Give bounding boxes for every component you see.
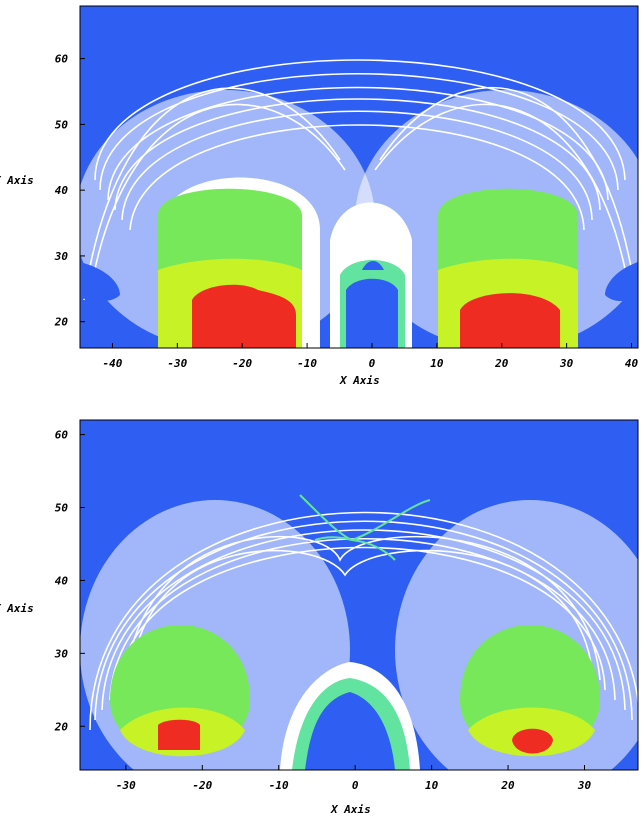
- plot-frame: [79, 419, 639, 771]
- x-axis-label: X Axis: [330, 803, 371, 816]
- x-tick-label: 0: [369, 357, 376, 370]
- x-tick-label: -30: [116, 779, 136, 792]
- y-tick-label: 40: [55, 574, 69, 587]
- y-tick-labels: 20 30 40 50 60: [54, 429, 85, 733]
- x-tick-labels: -40 -30 -20 -10 0 10 20 30 40: [103, 343, 639, 370]
- x-tick-label: 20: [494, 357, 509, 370]
- bottom-central-region: [280, 662, 420, 770]
- x-tick-label: 30: [577, 779, 592, 792]
- x-point: [299, 494, 431, 561]
- x-tick-label: 10: [430, 357, 444, 370]
- y-tick-label: 50: [55, 502, 69, 515]
- y-tick-label: 60: [55, 53, 69, 66]
- y-axis-label: Y Axis: [0, 174, 34, 187]
- x-tick-label: 20: [500, 779, 515, 792]
- y-tick-label: 50: [55, 118, 69, 131]
- x-tick-label: -20: [232, 357, 252, 370]
- top-central-separatrix: [330, 202, 412, 348]
- y-tick-label: 30: [54, 250, 69, 263]
- x-tick-label: 30: [559, 357, 574, 370]
- x-tick-label: 10: [425, 779, 439, 792]
- x-tick-label: -10: [269, 779, 289, 792]
- x-tick-label: -10: [297, 357, 317, 370]
- y-tick-label: 60: [55, 429, 69, 442]
- bottom-field-plot: -30 -20 -10 0 10 20 30 20 30 40 50 60 X Axis Y Axi…: [0, 419, 639, 816]
- left-lobe: [110, 625, 250, 757]
- x-tick-labels: -30 -20 -10 0 10 20 30: [116, 765, 592, 792]
- x-tick-label: -30: [167, 357, 187, 370]
- x-tick-label: -20: [192, 779, 212, 792]
- x-axis-label: X Axis: [339, 374, 380, 387]
- y-tick-label: 20: [54, 316, 69, 329]
- x-tick-label: 40: [625, 357, 639, 370]
- x-tick-label: 0: [352, 779, 359, 792]
- right-lobe: [438, 188, 578, 348]
- x-tick-label: -40: [103, 357, 123, 370]
- y-tick-label: 30: [54, 647, 69, 660]
- right-edge-region: [605, 262, 638, 302]
- left-edge-region: [80, 262, 120, 302]
- y-tick-label: 20: [54, 720, 69, 733]
- right-lobe: [460, 625, 600, 757]
- y-axis-label: Y Axis: [0, 602, 34, 615]
- plot-frame: [79, 5, 639, 349]
- bottom-plot-area: [80, 420, 638, 770]
- top-plot-area: [80, 6, 638, 348]
- left-lobe: [158, 177, 320, 348]
- y-tick-labels: 20 30 40 50 60: [54, 53, 85, 329]
- y-tick-label: 40: [55, 184, 69, 197]
